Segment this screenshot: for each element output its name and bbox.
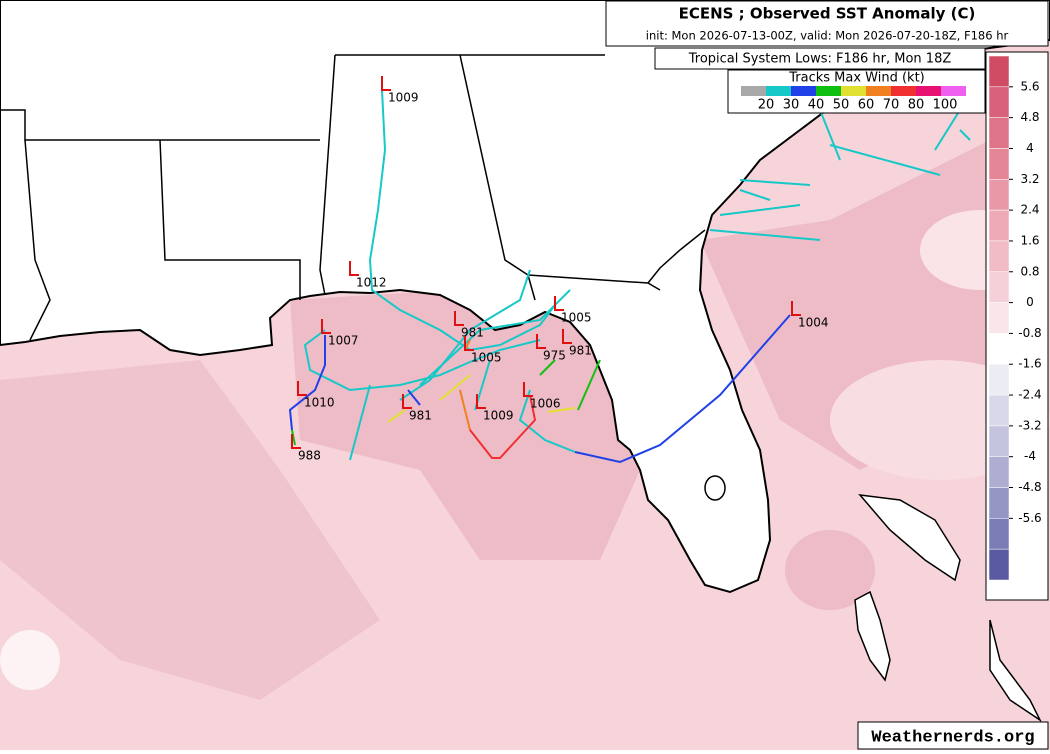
colorbar-label: -0.8 bbox=[1018, 326, 1041, 340]
colorbar-label: 4 bbox=[1026, 141, 1034, 155]
low-marker bbox=[523, 382, 533, 397]
low-label: 1004 bbox=[798, 316, 829, 330]
low-label: 975 bbox=[543, 349, 566, 363]
colorbar-box bbox=[988, 240, 1010, 273]
wind-swatch bbox=[916, 86, 941, 96]
colorbar-box bbox=[988, 487, 1010, 519]
low-marker bbox=[476, 394, 486, 409]
colorbar-box bbox=[988, 518, 1010, 550]
colorbar-box bbox=[988, 148, 1010, 180]
low-marker bbox=[291, 434, 301, 449]
wind-swatch bbox=[766, 86, 791, 96]
low-label: 1006 bbox=[530, 397, 561, 411]
low-label: 1007 bbox=[328, 334, 359, 348]
watermark: Weathernerds.org bbox=[871, 728, 1034, 747]
low-marker bbox=[349, 261, 359, 276]
colorbar-label: 0.8 bbox=[1020, 264, 1039, 278]
low-marker bbox=[791, 301, 801, 316]
legend-title: Tracks Max Wind (kt) bbox=[788, 71, 925, 86]
low-label: 1010 bbox=[304, 396, 335, 410]
low-marker bbox=[321, 319, 331, 334]
colorbar-label: 2.4 bbox=[1020, 203, 1039, 217]
colorbar-box bbox=[988, 117, 1010, 149]
low-label: 1009 bbox=[483, 409, 514, 423]
wind-label: 20 bbox=[758, 98, 775, 113]
low-marker bbox=[297, 381, 307, 396]
colorbar-label: 5.6 bbox=[1020, 79, 1039, 93]
low-marker bbox=[562, 329, 572, 344]
colorbar-box bbox=[988, 425, 1010, 457]
low-label: 1009 bbox=[388, 91, 419, 105]
header: ECENS ; Observed SST Anomaly (C) init: M… bbox=[605, 0, 1049, 114]
low-label: 1012 bbox=[356, 276, 387, 290]
colorbar-label: -3.2 bbox=[1018, 418, 1041, 432]
wind-swatch bbox=[941, 86, 966, 96]
colorbar-label: 3.2 bbox=[1020, 172, 1039, 186]
colorbar-box bbox=[988, 55, 1010, 88]
colorbar-label: -1.6 bbox=[1018, 357, 1041, 371]
wind-legend: 20 30 40 50 60 70 80 100 bbox=[741, 86, 966, 113]
subtitle: init: Mon 2026-07-13-00Z, valid: Mon 202… bbox=[646, 29, 1009, 43]
wind-swatch bbox=[841, 86, 866, 96]
low-marker bbox=[536, 334, 546, 349]
state-lines bbox=[0, 54, 706, 341]
colorbar-box bbox=[988, 179, 1010, 211]
wind-label: 50 bbox=[833, 98, 850, 113]
colorbar-label: -2.4 bbox=[1018, 388, 1041, 402]
wind-label: 70 bbox=[883, 98, 900, 113]
low-label: 1005 bbox=[561, 311, 592, 325]
title: ECENS ; Observed SST Anomaly (C) bbox=[679, 5, 976, 23]
low-label: 981 bbox=[461, 326, 484, 340]
wind-swatch bbox=[891, 86, 916, 96]
islands bbox=[704, 475, 1042, 723]
colorbar-box bbox=[988, 548, 1010, 581]
colorbar-label: 4.8 bbox=[1020, 110, 1039, 124]
colorbar-label: 0 bbox=[1026, 295, 1034, 309]
low-label: 988 bbox=[298, 449, 321, 463]
low-marker bbox=[402, 394, 412, 409]
wind-label: 80 bbox=[908, 98, 925, 113]
tracks bbox=[288, 89, 971, 464]
colorbar-box bbox=[988, 456, 1010, 488]
colorbar-label: -4 bbox=[1024, 449, 1036, 463]
low-label: 1005 bbox=[471, 351, 502, 365]
watermark-box bbox=[857, 721, 1049, 750]
lows-title: Tropical System Lows: F186 hr, Mon 18Z bbox=[688, 52, 952, 67]
low-label: 981 bbox=[409, 409, 432, 423]
wind-swatch bbox=[791, 86, 816, 96]
colorbar-label: 1.6 bbox=[1020, 233, 1039, 247]
land bbox=[0, 0, 1050, 594]
colorbar-box bbox=[988, 271, 1010, 303]
wind-swatch bbox=[816, 86, 841, 96]
colorbar-box bbox=[988, 86, 1010, 118]
colorbar-label: -4.8 bbox=[1018, 480, 1041, 494]
colorbar: 5.6 4.8 4 3.2 2.4 1.6 0.8 0 -0.8 -1.6 -2.4 -3.2 -4 -4… bbox=[985, 51, 1049, 601]
low-marker bbox=[554, 296, 564, 311]
low-label: 981 bbox=[569, 344, 592, 358]
wind-swatch bbox=[741, 86, 766, 96]
colorbar-box bbox=[988, 363, 1010, 396]
low-marker bbox=[381, 76, 391, 91]
wind-swatch bbox=[866, 86, 891, 96]
low-marker bbox=[454, 311, 464, 326]
colorbar-box bbox=[988, 394, 1010, 427]
low-marker bbox=[464, 336, 474, 351]
wind-label: 40 bbox=[808, 98, 825, 113]
wind-label: 60 bbox=[858, 98, 875, 113]
wind-label: 100 bbox=[933, 98, 958, 113]
colorbar-box bbox=[988, 302, 1010, 334]
wind-label: 30 bbox=[783, 98, 800, 113]
colorbar-box bbox=[988, 209, 1010, 242]
colorbar-box bbox=[988, 333, 1010, 365]
colorbar-label: -5.6 bbox=[1018, 511, 1041, 525]
